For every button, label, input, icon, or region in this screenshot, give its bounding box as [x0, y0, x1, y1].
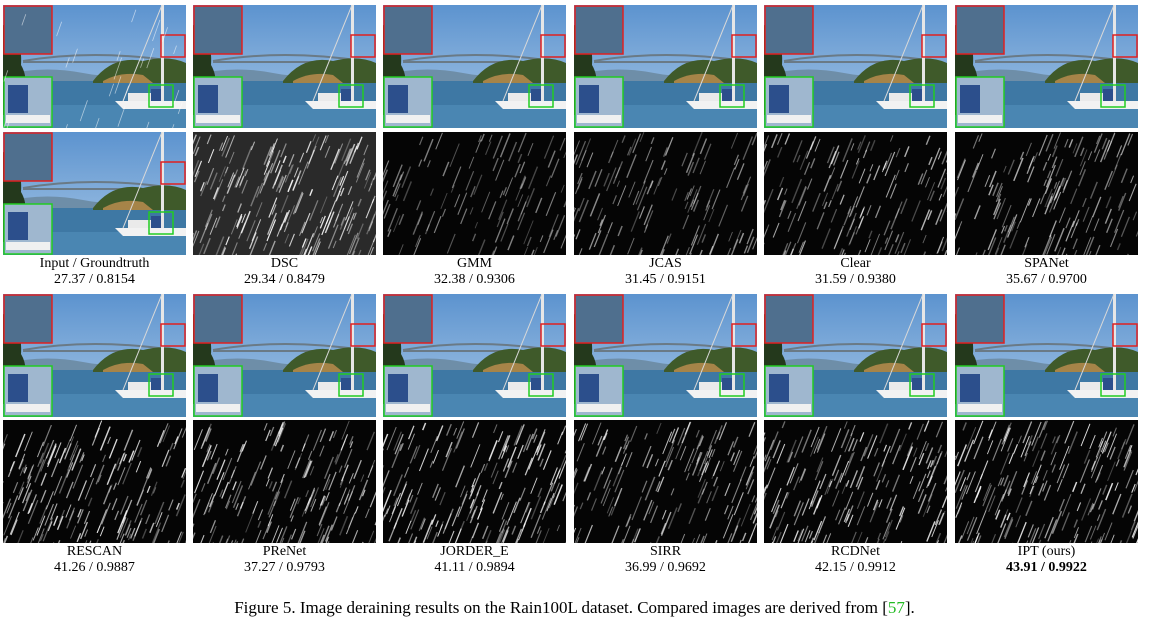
figure-caption-end: ].	[904, 598, 915, 617]
psnr-ssim-value: 31.59 / 0.9380	[815, 272, 896, 287]
derained-image-clear	[764, 5, 947, 128]
derained-image-dsc	[193, 5, 376, 128]
caption-spanet: SPANet 35.67 / 0.9700	[955, 256, 1138, 288]
method-label: DSC	[270, 256, 299, 271]
citation-link[interactable]: 57	[887, 598, 905, 617]
rain-streak-map-gmm	[383, 132, 566, 255]
rain-streak-map-spanet	[955, 132, 1138, 255]
rain-streak-map-dsc	[193, 132, 376, 255]
psnr-ssim-value: 27.37 / 0.8154	[54, 272, 135, 287]
rain-streak-map-sirr	[574, 420, 757, 543]
derained-image-rcdnet	[764, 294, 947, 417]
rain-streak-map-ipt	[955, 420, 1138, 543]
rain-streak-map-jorder	[383, 420, 566, 543]
caption-prenet: PReNet 37.27 / 0.9793	[193, 544, 376, 576]
figure-caption-text: Image deraining results on the Rain100L …	[299, 598, 888, 617]
derained-image-spanet	[955, 5, 1138, 128]
psnr-ssim-value: 42.15 / 0.9912	[815, 560, 896, 575]
method-label: SPANet	[1024, 256, 1069, 271]
psnr-ssim-value: 43.91 / 0.9922	[1006, 560, 1087, 575]
caption-jorder: JORDER_E 41.11 / 0.9894	[383, 544, 566, 576]
caption-jcas: JCAS 31.45 / 0.9151	[574, 256, 757, 288]
rain-streak-map-jcas	[574, 132, 757, 255]
figure-caption: Figure 5. Image deraining results on the…	[0, 598, 1149, 618]
derained-image-input	[3, 5, 186, 128]
psnr-ssim-value: 37.27 / 0.9793	[244, 560, 325, 575]
caption-gmm: GMM 32.38 / 0.9306	[383, 256, 566, 288]
rain-streak-map-prenet	[193, 420, 376, 543]
method-label: RESCAN	[66, 544, 123, 559]
caption-clear: Clear 31.59 / 0.9380	[764, 256, 947, 288]
psnr-ssim-value: 41.11 / 0.9894	[434, 560, 515, 575]
groundtruth-image	[3, 132, 186, 255]
caption-dsc: DSC 29.34 / 0.8479	[193, 256, 376, 288]
derained-image-prenet	[193, 294, 376, 417]
rain-streak-map-rescan	[3, 420, 186, 543]
rain-streak-map-clear	[764, 132, 947, 255]
psnr-ssim-value: 32.38 / 0.9306	[434, 272, 515, 287]
derained-image-rescan	[3, 294, 186, 417]
psnr-ssim-value: 41.26 / 0.9887	[54, 560, 135, 575]
psnr-ssim-value: 35.67 / 0.9700	[1006, 272, 1087, 287]
method-label: RCDNet	[831, 544, 880, 559]
derained-image-sirr	[574, 294, 757, 417]
method-label: PReNet	[262, 544, 307, 559]
method-label: GMM	[456, 256, 492, 271]
method-label: JORDER_E	[440, 544, 509, 559]
figure-label: Figure 5.	[234, 598, 296, 617]
method-label: Input / Groundtruth	[39, 256, 150, 271]
caption-rescan: RESCAN 41.26 / 0.9887	[3, 544, 186, 576]
method-label: Clear	[840, 256, 871, 271]
method-label: IPT (ours)	[1017, 544, 1076, 559]
caption-input: Input / Groundtruth 27.37 / 0.8154	[3, 256, 186, 288]
caption-ipt: IPT (ours) 43.91 / 0.9922	[955, 544, 1138, 576]
derained-image-jcas	[574, 5, 757, 128]
psnr-ssim-value: 36.99 / 0.9692	[625, 560, 706, 575]
method-label: SIRR	[649, 544, 682, 559]
caption-sirr: SIRR 36.99 / 0.9692	[574, 544, 757, 576]
psnr-ssim-value: 31.45 / 0.9151	[625, 272, 706, 287]
derained-image-ipt	[955, 294, 1138, 417]
psnr-ssim-value: 29.34 / 0.8479	[244, 272, 325, 287]
caption-rcdnet: RCDNet 42.15 / 0.9912	[764, 544, 947, 576]
derained-image-jorder	[383, 294, 566, 417]
derained-image-gmm	[383, 5, 566, 128]
method-label: JCAS	[649, 256, 682, 271]
rain-streak-map-rcdnet	[764, 420, 947, 543]
